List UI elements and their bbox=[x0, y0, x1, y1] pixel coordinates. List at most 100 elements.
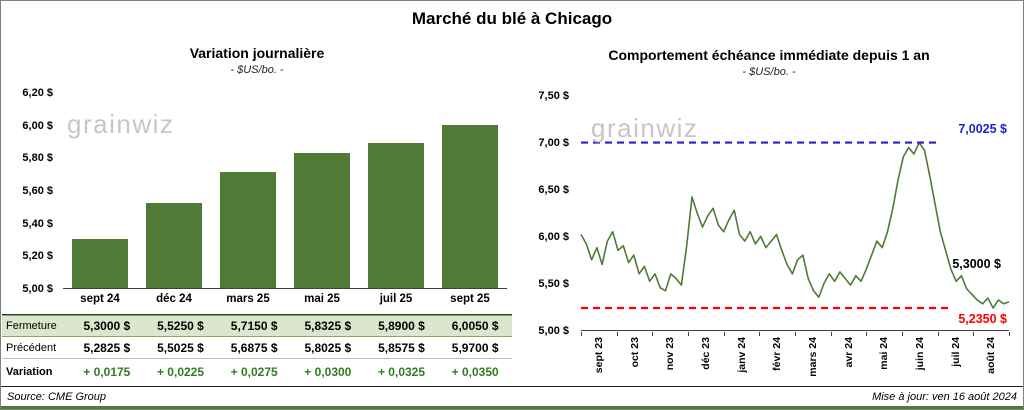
y-axis-label: 6,50 $ bbox=[538, 184, 569, 196]
x-axis-label-text: févr 24 bbox=[771, 337, 784, 371]
bar-slot bbox=[63, 93, 137, 288]
table-cell: 5,8575 $ bbox=[378, 340, 425, 355]
table-cell: 5,5250 $ bbox=[157, 319, 204, 333]
bar-category-label: déc 24 bbox=[156, 293, 192, 305]
line-chart-y-axis: 7,50 $ 7,00 $ 6,50 $ 6,00 $ 5,50 $ 5,00 $ bbox=[517, 90, 573, 337]
bar bbox=[442, 124, 498, 288]
x-axis-label: avr 24 bbox=[831, 335, 867, 387]
table-cell: + 0,0350 bbox=[451, 364, 499, 379]
bar-slot bbox=[211, 93, 285, 288]
annotation-label-blue: 7,0025 $ bbox=[958, 121, 1007, 136]
x-axis-label-text: août 24 bbox=[985, 337, 998, 374]
x-axis-label: juin 24 bbox=[902, 335, 938, 387]
x-axis-label-text: juin 24 bbox=[913, 337, 926, 371]
source-label: Source: CME Group bbox=[7, 390, 107, 403]
x-axis-label-text: nov 23 bbox=[664, 337, 677, 371]
bar-category-label: sept 24 bbox=[80, 293, 120, 305]
axis-tick bbox=[973, 332, 975, 336]
axis-tick bbox=[616, 332, 618, 336]
price-line bbox=[580, 142, 1010, 309]
bar-category-label: sept 25 bbox=[450, 293, 490, 305]
axis-tick bbox=[581, 332, 582, 336]
y-axis-label: 5,50 $ bbox=[538, 278, 569, 290]
annotation-label-black: 5,3000 $ bbox=[952, 256, 1001, 271]
y-axis-label: 6,20 $ bbox=[22, 87, 53, 99]
table-cell: 5,2825 $ bbox=[83, 340, 131, 355]
bottom-green-strip bbox=[1, 406, 1023, 409]
line-chart-title: Comportement échéance immédiate depuis 1… bbox=[608, 47, 930, 63]
bar-chart-title: Variation journalière bbox=[189, 45, 325, 61]
x-axis-label: févr 24 bbox=[759, 335, 795, 387]
axis-tick bbox=[902, 332, 903, 336]
bar-slot bbox=[359, 93, 433, 288]
bar bbox=[220, 171, 276, 288]
bar-chart-subtitle: - $US/bo. - bbox=[230, 64, 284, 76]
table-row: Précédent 5,2825 $ 5,5025 $ 5,6875 $ 5,8025 … bbox=[2, 337, 512, 359]
axis-tick bbox=[652, 332, 654, 336]
table-cell: 5,3000 $ bbox=[83, 319, 131, 333]
axis-tick bbox=[830, 332, 832, 336]
annotation-label-red: 5,2350 $ bbox=[958, 311, 1007, 326]
watermark: grainwiz bbox=[67, 109, 175, 139]
x-axis-label-text: déc 23 bbox=[699, 337, 712, 370]
x-axis-label: déc 23 bbox=[688, 335, 724, 387]
bar-slot bbox=[285, 93, 359, 288]
table-row: Variation + 0,0175 + 0,0225 + 0,0275 + 0,030… bbox=[2, 359, 512, 384]
page-title: Marché du blé à Chicago bbox=[411, 9, 613, 28]
bar bbox=[368, 143, 424, 288]
bar-slot bbox=[137, 93, 211, 288]
x-axis-label: mai 24 bbox=[866, 335, 902, 387]
bar-category-label: juil 25 bbox=[379, 293, 413, 305]
table-cell: 5,8900 $ bbox=[378, 319, 425, 333]
y-axis-label: 5,00 $ bbox=[538, 325, 569, 337]
table-cell: 5,8025 $ bbox=[304, 340, 352, 355]
axis-tick bbox=[937, 332, 939, 336]
table-cell: + 0,0175 bbox=[83, 364, 131, 379]
bar-category-label: mai 25 bbox=[304, 293, 340, 305]
axis-tick bbox=[688, 332, 689, 336]
table-cell: + 0,0225 bbox=[156, 364, 205, 379]
x-axis-label-text: mars 24 bbox=[806, 337, 819, 377]
table-cell: 5,6875 $ bbox=[230, 340, 278, 355]
line-chart-subtitle: - $US/bo. - bbox=[742, 66, 796, 78]
line-chart-x-axis: sept 23 oct 23 nov 23 déc 23 janv 24 févr 24 m… bbox=[581, 335, 1009, 387]
price-line-svg bbox=[580, 141, 1010, 310]
updated-label: Mise à jour: ven 16 août 2024 bbox=[872, 390, 1017, 403]
table-row-label: Précédent bbox=[6, 341, 57, 354]
bar bbox=[294, 152, 350, 288]
price-table: Fermeture 5,3000 $ 5,5250 $ 5,7150 $ 5,8325 … bbox=[2, 314, 512, 384]
table-cell: + 0,0275 bbox=[230, 364, 278, 379]
bar bbox=[72, 239, 128, 288]
axis-tick bbox=[866, 332, 868, 336]
line-chart-x-ticks bbox=[581, 332, 1010, 336]
table-cell: 5,8325 $ bbox=[304, 319, 352, 333]
x-axis-label-text: janv 24 bbox=[735, 337, 748, 373]
axis-tick bbox=[759, 332, 761, 336]
x-axis-label: janv 24 bbox=[724, 335, 760, 387]
x-axis-label: nov 23 bbox=[652, 335, 688, 387]
bar-chart-plot bbox=[63, 93, 507, 289]
line-chart-plot: 7,0025 $ 5,3000 $ 5,2350 $ bbox=[580, 96, 1010, 331]
table-cell: 5,5025 $ bbox=[157, 340, 204, 355]
x-axis-label: sept 23 bbox=[581, 335, 617, 387]
table-row-label: Fermeture bbox=[6, 320, 57, 332]
y-axis-label: 5,20 $ bbox=[22, 250, 53, 263]
bar-slot bbox=[433, 93, 507, 288]
axis-tick bbox=[795, 332, 796, 336]
axis-tick bbox=[1009, 332, 1010, 336]
table-cell: 6,0050 $ bbox=[451, 319, 499, 333]
table-row-label: Variation bbox=[6, 365, 53, 378]
table-cell: 5,9700 $ bbox=[451, 340, 499, 355]
x-axis-label-text: juil 24 bbox=[949, 337, 962, 367]
table-cell: + 0,0300 bbox=[304, 364, 352, 379]
table-cell: + 0,0325 bbox=[377, 364, 426, 379]
watermark: grainwiz bbox=[591, 113, 699, 143]
table-row: Fermeture 5,3000 $ 5,5250 $ 5,7150 $ 5,8325 … bbox=[2, 315, 512, 337]
x-axis-label-text: avr 24 bbox=[842, 337, 855, 368]
x-axis-label: mars 24 bbox=[795, 335, 831, 387]
bar-chart-y-axis: 6,20 $ 6,00 $ 5,80 $ 5,60 $ 5,40 $ 5,20 $ 5,00… bbox=[3, 87, 57, 295]
x-axis-label-text: mai 24 bbox=[878, 337, 891, 370]
x-axis-label-text: oct 23 bbox=[628, 337, 641, 368]
bar-chart-category-row: sept 24 déc 24 mars 25 mai 25 juil 25 sept 25 bbox=[63, 293, 507, 305]
